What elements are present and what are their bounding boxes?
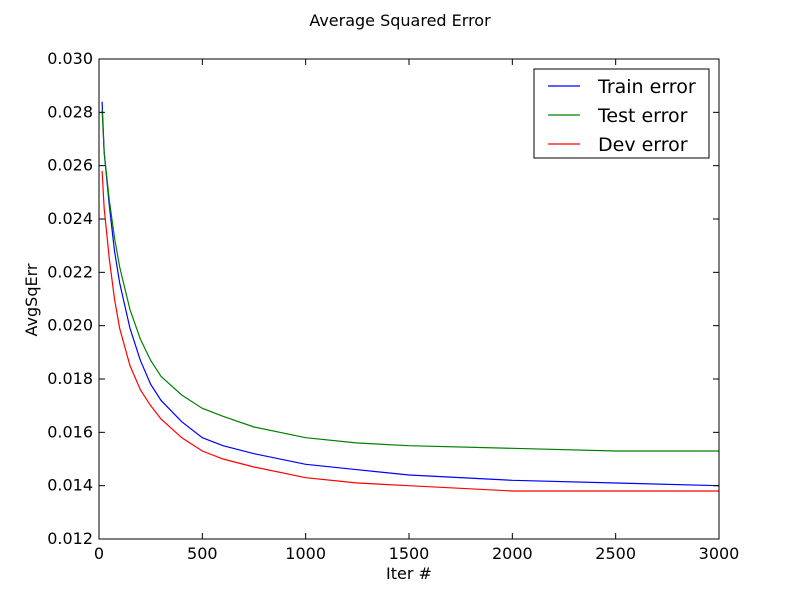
y-tick-label: 0.028 [47,102,93,121]
ticks-layer: 0 500 1000 1500 2000 2500 3000 0.012 0.014 0.016 0… [47,49,739,563]
legend-label: Train error [597,76,696,98]
x-tick-label: 1000 [285,544,326,563]
y-tick-label: 0.030 [47,49,93,68]
x-tick-label: 2000 [492,544,533,563]
y-tick-label: 0.026 [47,156,93,175]
legend-label: Dev error [598,134,688,156]
y-tick-label: 0.020 [47,316,93,335]
x-tick-label: 2500 [595,544,636,563]
legend-label: Test error [597,105,688,127]
y-tick-label: 0.012 [47,529,93,548]
legend-box [533,68,710,159]
y-axis-label: AvgSqErr [22,263,41,336]
y-tick-label: 0.016 [47,422,93,441]
y-tick-label: 0.024 [47,209,93,228]
series-line-test-error [101,109,719,452]
legend: Train error Test error Dev error [533,68,710,159]
chart-title: Average Squared Error [309,11,491,30]
y-tick-label: 0.014 [47,476,93,495]
x-tick-label: 500 [187,544,218,563]
x-tick-label: 0 [94,544,104,563]
x-tick-label: 1500 [389,544,430,563]
y-tick-label: 0.018 [47,369,93,388]
series-line-train-error [101,101,720,487]
x-tick-label: 3000 [699,544,740,563]
x-axis-label: Iter # [386,564,432,583]
y-tick-label: 0.022 [47,262,93,281]
series-line-dev-error [101,170,719,492]
series-layer [101,101,720,492]
